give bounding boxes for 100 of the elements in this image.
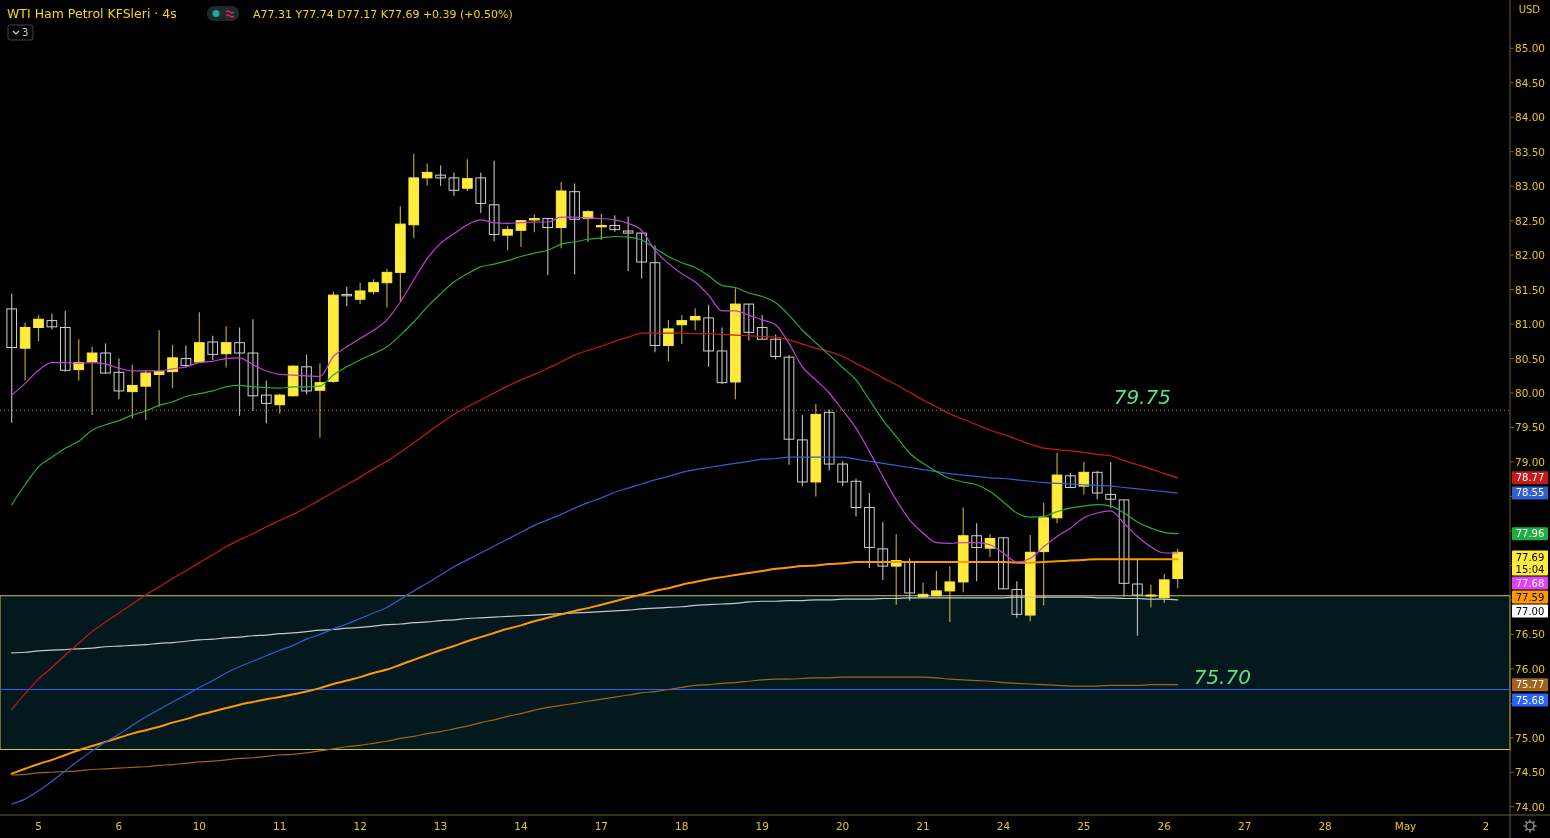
candlestick — [783, 354, 795, 466]
candlestick — [971, 522, 982, 582]
candlestick — [1091, 470, 1103, 500]
y-tick-label: 82.50 — [1514, 214, 1546, 227]
x-tick-label: 19 — [755, 820, 769, 832]
x-tick-label: 25 — [1077, 820, 1091, 832]
candlestick — [126, 364, 138, 420]
annotation: 78.77 — [1515, 472, 1545, 484]
candlestick — [301, 353, 312, 395]
candlestick — [797, 414, 808, 487]
y-tick-label: 85.00 — [1514, 42, 1546, 55]
y-tick-label: 84.00 — [1514, 111, 1546, 124]
candlestick — [756, 314, 768, 340]
x-tick-label: 5 — [35, 820, 42, 832]
y-tick-label: 74.00 — [1514, 800, 1546, 813]
y-tick-label: 79.50 — [1514, 421, 1546, 434]
annotation: A77.31 Y77.74 D77.17 K77.69 +0.39 (+0.50%) — [253, 8, 513, 21]
candlestick — [86, 346, 98, 416]
y-tick-label: 84.50 — [1514, 76, 1546, 89]
candlestick — [33, 314, 44, 342]
text: 75.68 — [1515, 694, 1545, 706]
x-tick-label: 28 — [1318, 820, 1332, 832]
candlestick — [1158, 573, 1170, 604]
line-series — [11, 676, 1179, 776]
ref-line-label: 75.70 — [1193, 664, 1251, 689]
candlestick — [19, 322, 31, 382]
x-tick-label: May — [1394, 820, 1417, 832]
candlestick — [877, 521, 889, 581]
text: WTI Ham Petrol KFSleri · 4s — [7, 6, 177, 21]
x-tick-label: 11 — [273, 820, 287, 832]
candlestick — [596, 213, 607, 241]
candlestick — [180, 344, 192, 369]
candlestick — [1105, 461, 1116, 509]
x-tick-label: 2 — [1482, 820, 1490, 832]
y-tick-label: 79.00 — [1514, 455, 1546, 468]
x-tick-label: 20 — [835, 820, 850, 832]
x-tick-label: 18 — [675, 820, 689, 832]
candlestick — [247, 318, 259, 412]
candlestick — [622, 215, 634, 272]
candlestick — [917, 582, 929, 598]
candlestick — [770, 333, 781, 360]
candlestick — [113, 357, 125, 400]
candlestick — [6, 293, 18, 424]
candlestick — [153, 329, 165, 408]
ref-line-label: 79.75 — [1113, 385, 1171, 410]
candlestick — [569, 182, 580, 276]
line-series — [11, 456, 1179, 805]
y-tick-label: 83.00 — [1514, 180, 1546, 193]
text: 77.68 — [1515, 577, 1545, 589]
annotation: 75.77 — [1515, 679, 1545, 691]
candlestick — [234, 326, 245, 417]
candlestick — [220, 325, 232, 369]
candlestick — [167, 344, 178, 389]
candlestick — [649, 244, 661, 353]
annotation: 78.55 — [1515, 487, 1545, 499]
candlestick — [1145, 584, 1157, 609]
candlestick — [261, 380, 272, 424]
candlestick — [542, 217, 554, 276]
candlestick — [663, 319, 674, 362]
y-tick-label: 74.50 — [1514, 766, 1546, 779]
y-tick-label: 75.00 — [1514, 731, 1546, 744]
x-tick-label: 6 — [115, 820, 123, 832]
candlestick — [1078, 461, 1090, 495]
text: USD — [1518, 4, 1541, 15]
text: 77.59 — [1515, 591, 1545, 603]
candlestick — [850, 477, 862, 518]
candlestick — [421, 162, 433, 187]
candlestick — [488, 160, 500, 242]
text: 77.69 — [1515, 551, 1545, 563]
candlestick — [1118, 499, 1130, 598]
y-tick-label: 80.00 — [1514, 387, 1546, 400]
candlestick — [46, 313, 58, 331]
candlestick — [475, 171, 487, 214]
annotation: 3 — [22, 27, 29, 38]
candlestick — [931, 570, 942, 597]
candlestick — [207, 335, 219, 361]
candlestick — [944, 565, 956, 623]
x-tick-label: 10 — [192, 820, 207, 832]
y-tick-label: 83.50 — [1514, 145, 1546, 158]
candlestick — [448, 171, 460, 197]
candlestick — [354, 282, 366, 305]
candlestick — [823, 408, 835, 471]
candlestick — [716, 326, 728, 385]
y-tick-label: 81.00 — [1514, 318, 1546, 331]
text: 15:04 — [1515, 563, 1545, 575]
candlestick — [743, 303, 755, 342]
x-tick-label: 13 — [433, 820, 448, 832]
candlestick — [864, 492, 875, 569]
candlestick — [689, 307, 701, 331]
candlestick — [998, 537, 1009, 590]
candlestick — [381, 268, 393, 309]
candlestick — [194, 311, 205, 363]
candlestick — [73, 338, 85, 382]
candlestick — [703, 304, 714, 368]
y-tick-label: 81.50 — [1514, 283, 1546, 296]
x-tick-label: 21 — [916, 820, 930, 832]
candlestick — [59, 310, 71, 373]
x-tick-label: 14 — [514, 820, 528, 832]
x-tick-label: 26 — [1157, 820, 1172, 832]
candlestick — [435, 164, 446, 187]
